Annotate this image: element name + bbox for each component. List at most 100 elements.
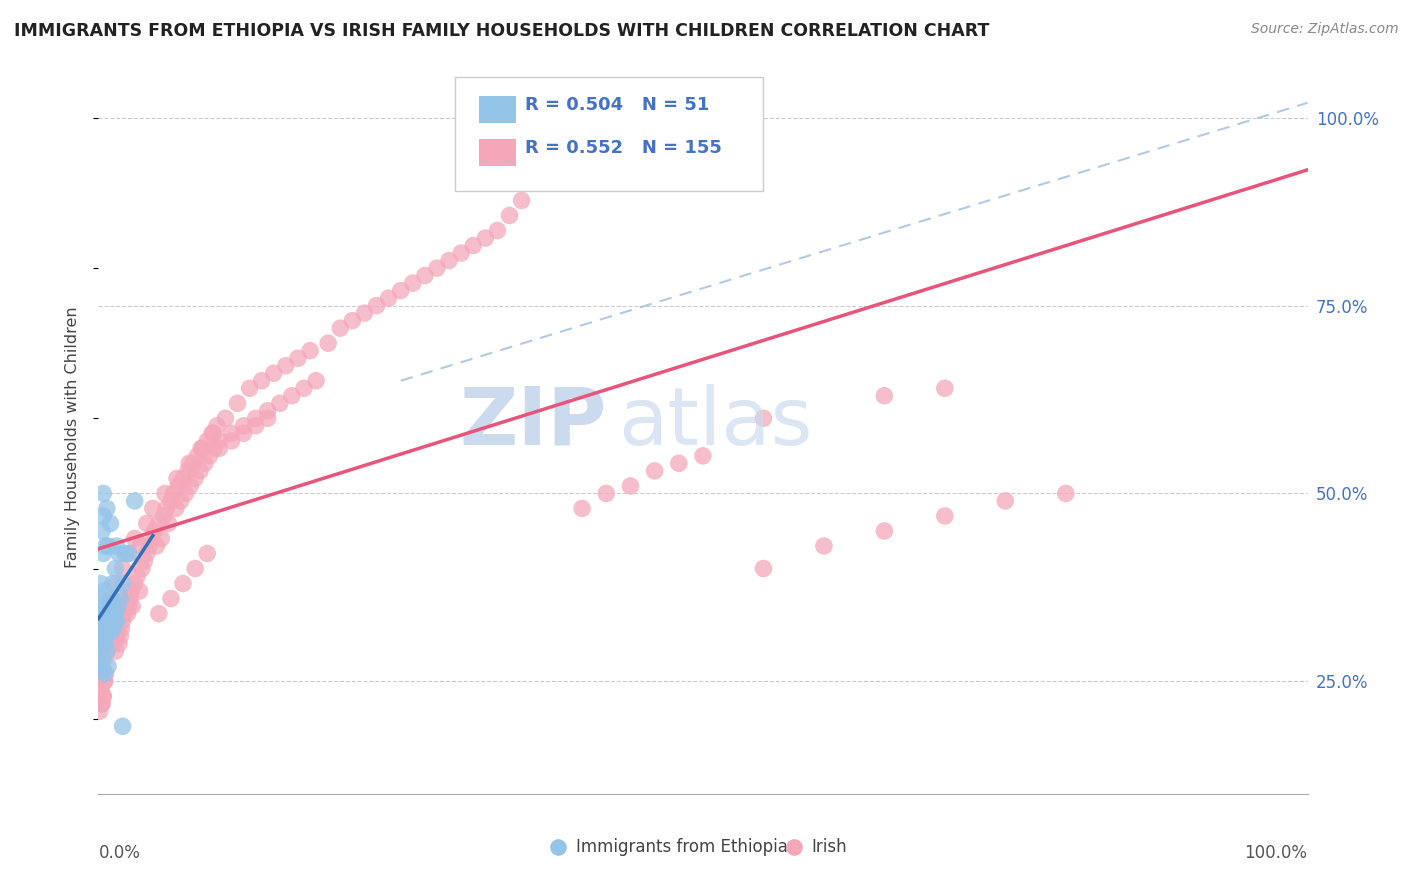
Point <box>104 607 127 621</box>
Point <box>145 539 167 553</box>
Point <box>101 614 124 628</box>
Point <box>91 508 114 523</box>
Point <box>118 591 141 606</box>
Point <box>174 486 197 500</box>
Point <box>90 622 112 636</box>
Point <box>187 449 209 463</box>
Point <box>160 494 183 508</box>
Point <box>127 569 149 583</box>
Point <box>172 471 194 485</box>
Point <box>91 622 114 636</box>
Point <box>98 637 121 651</box>
Point <box>98 618 121 632</box>
Point <box>96 614 118 628</box>
Point <box>221 426 243 441</box>
Point <box>108 591 131 606</box>
Point <box>111 561 134 575</box>
Point <box>91 629 114 643</box>
Point <box>523 170 546 185</box>
Point <box>162 486 184 500</box>
Point <box>100 622 122 636</box>
Point <box>208 442 231 456</box>
Point <box>91 697 114 711</box>
Point <box>105 576 128 591</box>
Point <box>134 554 156 568</box>
Point <box>98 622 121 636</box>
Point <box>94 666 117 681</box>
Point <box>100 516 122 531</box>
Point <box>93 674 115 689</box>
Point <box>114 599 136 613</box>
Point <box>148 607 170 621</box>
Point <box>143 524 166 538</box>
Point <box>129 539 152 553</box>
Point <box>263 366 285 380</box>
Point <box>96 644 118 658</box>
Point <box>96 501 118 516</box>
Point <box>873 524 896 538</box>
Point <box>96 644 118 658</box>
Point <box>93 651 115 665</box>
Point <box>353 306 375 320</box>
Point <box>105 539 128 553</box>
Point <box>619 479 641 493</box>
Point <box>201 426 224 441</box>
Point <box>426 261 449 276</box>
Point <box>89 704 111 718</box>
Point <box>104 614 127 628</box>
Point <box>121 599 143 613</box>
Point <box>245 411 267 425</box>
Point <box>172 576 194 591</box>
Point <box>90 644 112 658</box>
Point <box>1054 486 1077 500</box>
Point <box>644 464 666 478</box>
Point <box>498 209 520 223</box>
Point <box>150 532 173 546</box>
Point <box>184 471 207 485</box>
Point <box>142 501 165 516</box>
Point <box>214 411 236 425</box>
Point <box>101 576 124 591</box>
Point <box>205 418 228 433</box>
Point <box>105 629 128 643</box>
Point <box>329 321 352 335</box>
Point <box>91 697 114 711</box>
Point <box>117 607 139 621</box>
Point <box>232 418 254 433</box>
Point <box>118 547 141 561</box>
Point <box>752 411 775 425</box>
Point <box>148 516 170 531</box>
Point <box>90 610 112 624</box>
Point <box>93 666 115 681</box>
Point <box>107 599 129 613</box>
Point <box>245 418 267 433</box>
Point <box>97 539 120 553</box>
Point <box>118 599 141 613</box>
Point <box>94 637 117 651</box>
Point <box>96 614 118 628</box>
Point <box>547 141 569 155</box>
Point <box>463 238 485 252</box>
Point <box>94 539 117 553</box>
Point <box>413 268 436 283</box>
FancyBboxPatch shape <box>456 77 763 191</box>
Point <box>169 494 191 508</box>
Point <box>89 591 111 606</box>
Y-axis label: Family Households with Children: Family Households with Children <box>65 306 80 568</box>
Point <box>135 547 157 561</box>
Point <box>118 547 141 561</box>
Point <box>157 516 180 531</box>
Point <box>269 396 291 410</box>
Point <box>91 622 114 636</box>
Point <box>994 494 1017 508</box>
Text: Irish: Irish <box>811 838 848 856</box>
Point <box>152 508 174 523</box>
Point <box>239 381 262 395</box>
Point <box>226 396 249 410</box>
Point <box>112 607 135 621</box>
Text: atlas: atlas <box>619 384 813 462</box>
Point <box>91 690 114 704</box>
Point <box>692 449 714 463</box>
Text: IMMIGRANTS FROM ETHIOPIA VS IRISH FAMILY HOUSEHOLDS WITH CHILDREN CORRELATION CH: IMMIGRANTS FROM ETHIOPIA VS IRISH FAMILY… <box>14 22 990 40</box>
Point <box>94 603 117 617</box>
